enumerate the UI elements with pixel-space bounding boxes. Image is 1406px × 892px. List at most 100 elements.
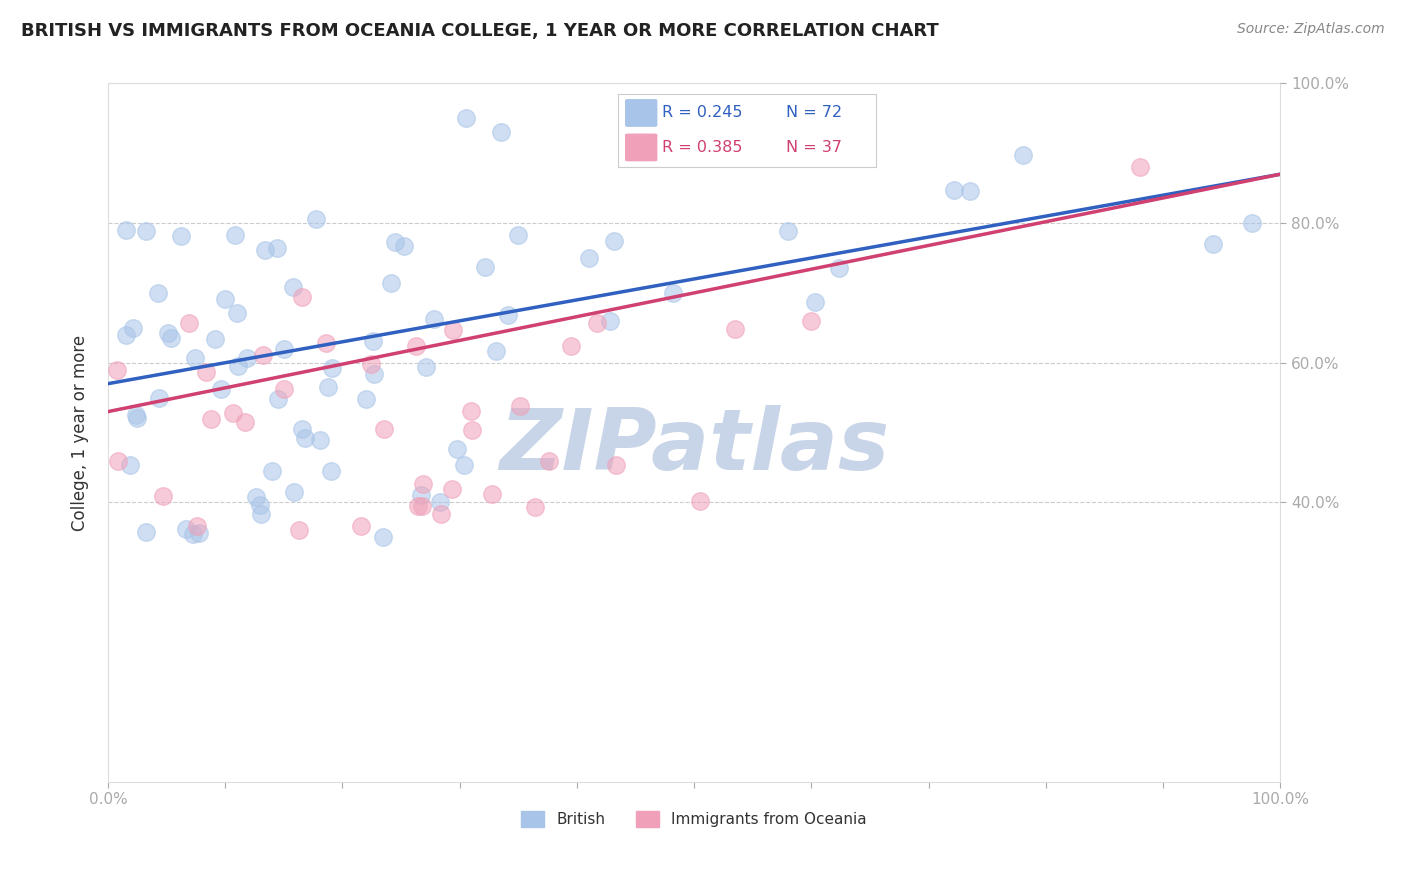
Point bbox=[135, 224, 157, 238]
Point bbox=[273, 342, 295, 356]
Point bbox=[363, 367, 385, 381]
Point bbox=[177, 317, 200, 331]
Point bbox=[226, 305, 249, 319]
Point bbox=[224, 228, 246, 243]
Point bbox=[118, 458, 141, 472]
Point bbox=[283, 484, 305, 499]
Point bbox=[509, 399, 531, 413]
Point bbox=[474, 260, 496, 274]
Point bbox=[430, 507, 453, 521]
Point bbox=[361, 334, 384, 348]
Point bbox=[260, 464, 283, 478]
Point bbox=[291, 290, 314, 304]
Point bbox=[1011, 148, 1033, 162]
Text: BRITISH VS IMMIGRANTS FROM OCEANIA COLLEGE, 1 YEAR OR MORE CORRELATION CHART: BRITISH VS IMMIGRANTS FROM OCEANIA COLLE… bbox=[21, 22, 939, 40]
Point bbox=[148, 391, 170, 405]
Point bbox=[803, 295, 825, 310]
Point bbox=[360, 357, 382, 371]
Point bbox=[315, 335, 337, 350]
Point bbox=[429, 495, 451, 509]
Point bbox=[184, 351, 207, 365]
Point bbox=[578, 251, 600, 265]
Point bbox=[152, 489, 174, 503]
Point bbox=[115, 223, 138, 237]
Y-axis label: College, 1 year or more: College, 1 year or more bbox=[72, 334, 89, 531]
Point bbox=[537, 453, 560, 467]
Point bbox=[411, 488, 433, 502]
Point bbox=[605, 458, 627, 473]
Point bbox=[125, 409, 148, 423]
Point bbox=[689, 494, 711, 508]
Point bbox=[603, 234, 626, 248]
Point bbox=[485, 343, 508, 358]
Point bbox=[778, 224, 800, 238]
Point bbox=[440, 482, 463, 496]
Point bbox=[249, 498, 271, 512]
Point bbox=[415, 360, 437, 375]
Point bbox=[481, 487, 503, 501]
Point bbox=[236, 351, 259, 365]
Point bbox=[160, 331, 183, 345]
Point bbox=[506, 228, 529, 243]
Point bbox=[194, 365, 217, 379]
Point bbox=[523, 500, 546, 514]
Point bbox=[174, 523, 197, 537]
Point bbox=[250, 507, 273, 521]
Point bbox=[349, 519, 371, 533]
Point bbox=[453, 458, 475, 472]
Point bbox=[384, 235, 406, 249]
Point bbox=[411, 499, 433, 513]
Point bbox=[121, 321, 143, 335]
Point bbox=[662, 286, 685, 301]
Point bbox=[380, 276, 402, 290]
Point bbox=[125, 411, 148, 425]
Point bbox=[321, 464, 343, 478]
Point bbox=[321, 361, 343, 376]
Point bbox=[460, 423, 482, 437]
Point bbox=[226, 359, 249, 374]
Point bbox=[454, 112, 477, 126]
Point bbox=[291, 422, 314, 436]
Point bbox=[222, 406, 245, 420]
Point bbox=[560, 339, 582, 353]
Point bbox=[273, 382, 295, 396]
Point bbox=[354, 392, 377, 407]
Point bbox=[114, 328, 136, 343]
Point bbox=[943, 183, 966, 197]
Point bbox=[181, 527, 204, 541]
Point bbox=[828, 261, 851, 276]
Point bbox=[392, 239, 415, 253]
Point bbox=[405, 339, 427, 353]
Point bbox=[496, 308, 519, 322]
Point bbox=[305, 211, 328, 226]
Point bbox=[1241, 216, 1264, 230]
Point bbox=[107, 454, 129, 468]
Point bbox=[1129, 160, 1152, 174]
Point bbox=[446, 442, 468, 456]
Point bbox=[460, 404, 482, 418]
Point bbox=[406, 499, 429, 513]
Point bbox=[283, 280, 305, 294]
Point bbox=[233, 415, 256, 429]
Point bbox=[371, 530, 394, 544]
Point bbox=[489, 125, 512, 139]
Point bbox=[214, 292, 236, 306]
Point bbox=[253, 243, 276, 257]
Text: ZIPatlas: ZIPatlas bbox=[499, 405, 890, 488]
Point bbox=[209, 382, 232, 396]
Point bbox=[412, 476, 434, 491]
Point bbox=[186, 519, 208, 533]
Point bbox=[309, 434, 332, 448]
Point bbox=[800, 314, 823, 328]
Point bbox=[204, 332, 226, 346]
Point bbox=[294, 431, 316, 445]
Point bbox=[724, 322, 747, 336]
Point bbox=[252, 348, 274, 362]
Point bbox=[1202, 237, 1225, 252]
Point bbox=[423, 311, 446, 326]
Text: Source: ZipAtlas.com: Source: ZipAtlas.com bbox=[1237, 22, 1385, 37]
Point bbox=[599, 314, 621, 328]
Point bbox=[316, 379, 339, 393]
Point bbox=[287, 523, 309, 537]
Point bbox=[586, 316, 609, 330]
